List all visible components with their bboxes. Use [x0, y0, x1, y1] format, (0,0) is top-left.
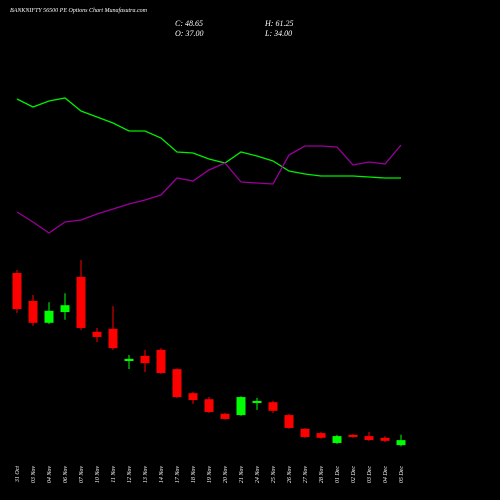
- candle-body: [60, 305, 70, 313]
- candle-body: [108, 328, 118, 349]
- info-close: C: 48.65: [175, 19, 203, 28]
- candle-body: [44, 310, 54, 323]
- x-tick-label: 21 Nov: [239, 466, 245, 484]
- x-tick-label: 26 Nov: [287, 466, 293, 484]
- x-tick-label: 12 Nov: [127, 466, 133, 484]
- x-tick-label: 27 Nov: [303, 466, 309, 484]
- x-tick-label: 18 Nov: [191, 466, 197, 484]
- x-tick-label: 01 Dec: [335, 466, 341, 483]
- candle-body: [124, 358, 134, 362]
- x-tick-label: 07 Nov: [79, 466, 85, 484]
- candle-body: [380, 437, 390, 441]
- candle-body: [364, 436, 374, 440]
- x-tick-label: 05 Dec: [399, 466, 405, 483]
- info-high: H: 61.25: [264, 19, 293, 28]
- x-tick-label: 13 Nov: [143, 466, 149, 484]
- candle-body: [316, 433, 326, 438]
- x-tick-label: 31 Oct: [15, 466, 21, 483]
- candle-body: [252, 400, 262, 404]
- x-tick-label: 03 Dec: [367, 466, 373, 483]
- candle-body: [204, 399, 214, 413]
- info-open: O: 37.00: [175, 29, 203, 38]
- x-tick-label: 14 Nov: [158, 466, 165, 484]
- x-tick-label: 04 Dec: [382, 466, 389, 483]
- candle-body: [284, 415, 294, 428]
- candle-body: [28, 300, 38, 323]
- x-tick-label: 02 Dec: [351, 466, 357, 483]
- candle-body: [268, 402, 278, 411]
- indicator-line: [16, 144, 402, 234]
- x-tick-label: 04 Nov: [46, 466, 53, 484]
- candle-body: [140, 355, 150, 364]
- candle-body: [156, 349, 166, 374]
- candle-body: [188, 393, 198, 401]
- x-tick-label: 11 Nov: [111, 466, 117, 483]
- x-tick-label: 10 Nov: [95, 466, 101, 484]
- info-low: L: 34.00: [264, 29, 292, 38]
- x-tick-label: 17 Nov: [175, 466, 181, 484]
- candle-body: [300, 428, 310, 437]
- x-tick-label: 20 Nov: [223, 466, 229, 484]
- x-tick-label: 19 Nov: [207, 466, 213, 484]
- candle-body: [236, 397, 246, 416]
- candle-body: [396, 440, 406, 446]
- candle-body: [92, 331, 102, 337]
- x-tick-label: 25 Nov: [271, 466, 277, 484]
- candle-body: [76, 276, 86, 328]
- indicator-line: [16, 97, 401, 179]
- candle-body: [348, 434, 358, 437]
- x-tick-label: 03 Nov: [31, 466, 37, 484]
- candle-body: [12, 273, 22, 310]
- x-tick-label: 28 Nov: [319, 466, 325, 484]
- x-tick-label: 24 Nov: [254, 466, 261, 484]
- candle-body: [220, 413, 230, 419]
- x-tick-label: 06 Nov: [63, 466, 69, 484]
- chart-title: BANKNIFTY 56500 PE Options Chart Munafas…: [10, 7, 148, 14]
- candle-body: [332, 436, 342, 443]
- candle-body: [172, 369, 182, 398]
